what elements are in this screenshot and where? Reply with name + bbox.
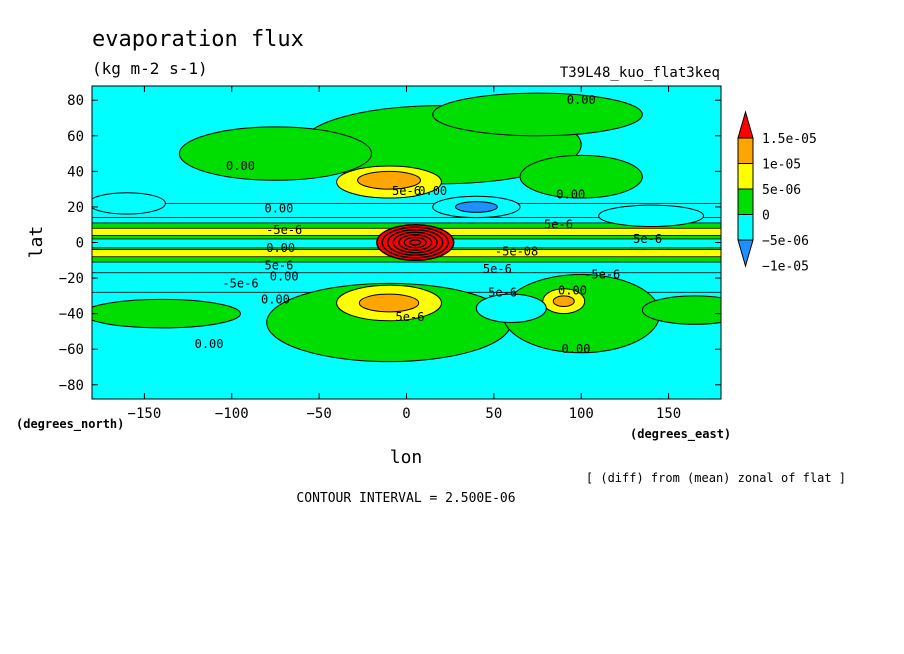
contour-label: 5e-6 [633, 232, 662, 246]
field-blob [92, 298, 241, 329]
contour-label: 0.00 [195, 337, 224, 351]
field-blob [552, 295, 575, 308]
field-blob [641, 295, 721, 325]
field-layer [92, 92, 721, 363]
colorbar-label: −1e-05 [762, 260, 809, 275]
contour-interval-note: CONTOUR INTERVAL = 2.500E-06 [296, 491, 515, 506]
contour-label: -5e-08 [495, 244, 538, 258]
x-axis-ticks: −150 −100 −50 0 50 100 150 [128, 86, 681, 422]
contour-label-layer: 0.000.000.00-5e-60.005e-60.00-5e-60.000.… [195, 93, 662, 356]
contour-line [387, 229, 444, 256]
x-tick-label: −100 [215, 406, 249, 422]
colorbar-bottom-arrow [737, 239, 754, 268]
colorbar-label: 1.5e-05 [762, 132, 817, 147]
field-blob [454, 201, 498, 213]
run-label: T39L48_kuo_flat3keq [560, 65, 720, 81]
contour-label: 0.00 [558, 284, 587, 298]
contour-line [392, 231, 438, 254]
x-axis-label: lon [390, 447, 423, 468]
contour-label: 0.00 [226, 159, 255, 173]
colorbar-label: 5e-06 [762, 183, 801, 198]
field-blob [92, 192, 166, 215]
y-tick-label: −20 [59, 271, 84, 287]
contour-label: 5e-6 [396, 310, 425, 324]
contour-label: 0.00 [556, 187, 585, 201]
field-blob [178, 126, 373, 181]
y-axis-ticks: −80 −60 −40 −20 0 20 40 60 80 [59, 93, 721, 394]
y-tick-label: 20 [67, 200, 84, 216]
contour-label: 5e-6 [264, 259, 293, 273]
x-tick-label: 100 [569, 406, 594, 422]
contour-line [376, 224, 455, 261]
contour-label: 5e-6 [483, 262, 512, 276]
contour-label: 0.00 [567, 93, 596, 107]
x-tick-label: −50 [306, 406, 331, 422]
y-tick-label: −40 [59, 307, 84, 323]
x-tick-label: 50 [485, 406, 502, 422]
contour-label: 5e-6 [544, 218, 573, 232]
contour-label: -5e-6 [222, 276, 258, 290]
x-units-note: (degrees_east) [630, 427, 731, 442]
y-units-note: (degrees_north) [16, 417, 124, 432]
field-blob [432, 92, 643, 137]
contour-label: 0.00 [562, 342, 591, 356]
x-tick-label: 0 [402, 406, 410, 422]
colorbar-swatch [737, 214, 754, 241]
field-blob [598, 204, 705, 227]
colorbar-swatch [737, 163, 754, 190]
contour-label: 0.00 [261, 292, 290, 306]
contour-line [381, 226, 449, 259]
plot-area: 0.000.000.00-5e-60.005e-60.00-5e-60.000.… [92, 86, 721, 399]
contour-label: 5e-6 [392, 184, 421, 198]
field-band [92, 202, 721, 219]
colorbar-label: −5e-06 [762, 234, 809, 249]
contour-label: -5e-6 [266, 223, 302, 237]
contour-label: 0.00 [264, 202, 293, 216]
contour-label: 5e-6 [488, 285, 517, 299]
diff-note: [ (diff) from (mean) zonal of flat ] [586, 471, 846, 485]
contour-line [398, 234, 433, 251]
contour-line [409, 239, 422, 246]
chart-title: evaporation flux [92, 27, 304, 52]
y-tick-label: 0 [76, 236, 84, 252]
contour-label: -5e-6 [584, 268, 620, 282]
colorbar-swatch [737, 188, 754, 215]
colorbar-label: 0 [762, 209, 770, 224]
field-blob [358, 293, 420, 313]
y-tick-label: 80 [67, 93, 84, 109]
contour-label: 0.00 [270, 269, 299, 283]
colorbar-top-arrow [737, 110, 754, 139]
y-tick-label: −80 [59, 378, 84, 394]
y-axis-label: lat [26, 226, 47, 259]
field-blob [519, 154, 643, 199]
y-tick-label: −60 [59, 342, 84, 358]
y-tick-label: 40 [67, 164, 84, 180]
contour-line [403, 236, 427, 249]
y-tick-label: 60 [67, 129, 84, 145]
contour-label: 0.00 [266, 241, 295, 255]
colorbar-label: 1e-05 [762, 158, 801, 173]
x-tick-label: 150 [656, 406, 681, 422]
chart-units: (kg m-2 s-1) [92, 59, 208, 78]
colorbar-swatch [737, 137, 754, 164]
field-blob [357, 170, 421, 190]
colorbar: 1.5e-05 1e-05 5e-06 0 −5e-06 −1e-05 [737, 110, 817, 275]
x-tick-label: −150 [128, 406, 162, 422]
contour-label: 0.00 [418, 184, 447, 198]
field-blob [475, 293, 547, 324]
